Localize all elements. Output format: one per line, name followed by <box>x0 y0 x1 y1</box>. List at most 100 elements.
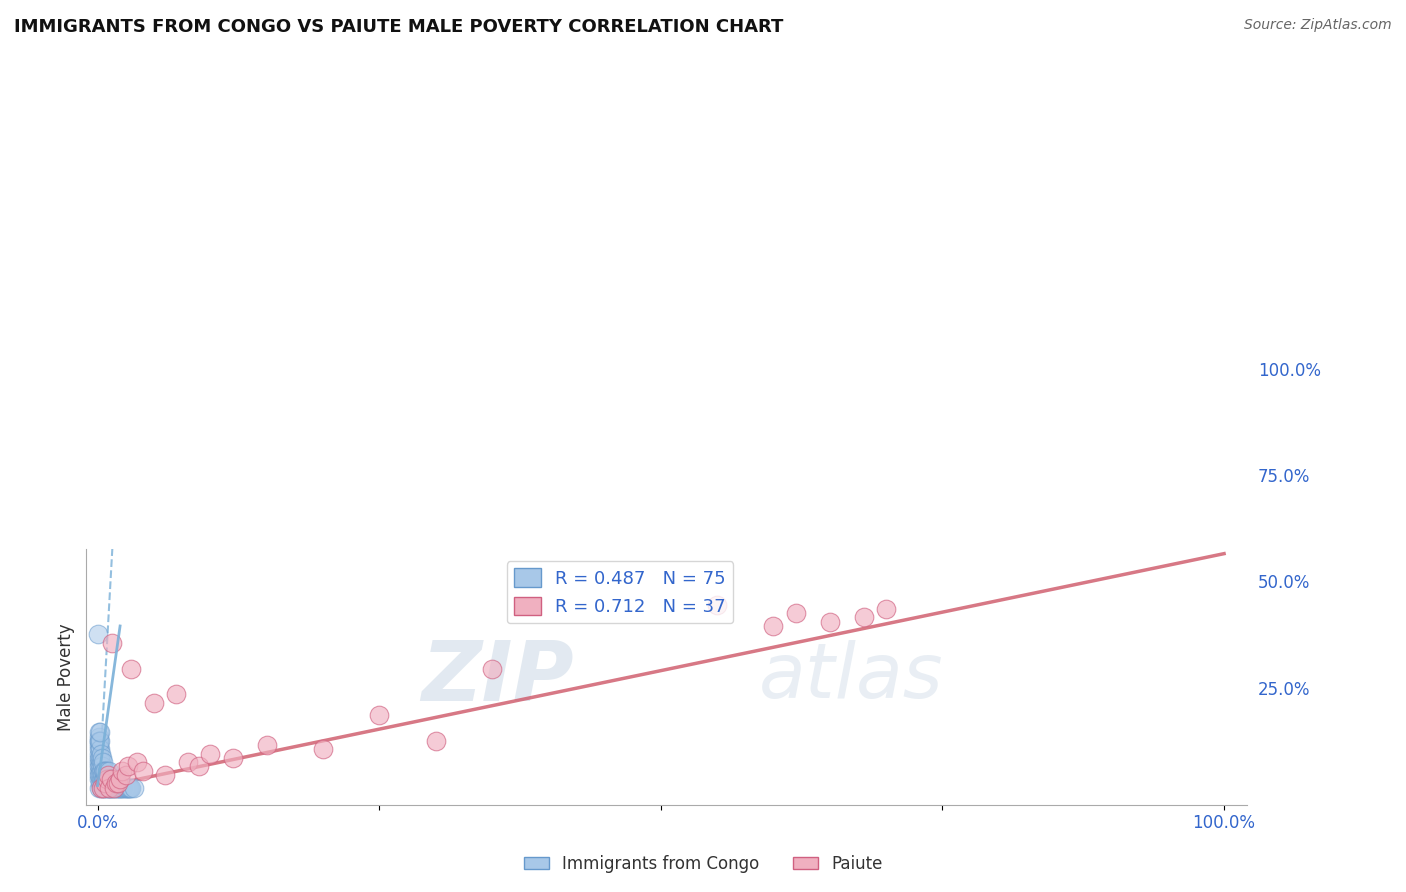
Point <box>93 764 115 778</box>
Point <box>114 768 136 782</box>
Point <box>91 780 114 795</box>
Point <box>115 780 138 795</box>
Point <box>368 708 391 723</box>
Point <box>111 764 134 778</box>
Point <box>89 768 111 782</box>
Point <box>111 780 134 795</box>
Point <box>125 755 148 769</box>
Point <box>89 734 111 748</box>
Point <box>94 764 117 778</box>
Point <box>120 780 142 795</box>
Point <box>93 772 115 786</box>
Point <box>104 780 127 795</box>
Point <box>852 610 875 624</box>
Point <box>120 780 142 795</box>
Point <box>87 755 110 769</box>
Point <box>93 780 115 795</box>
Point <box>97 764 120 778</box>
Point <box>100 772 122 786</box>
Point <box>200 747 222 761</box>
Point <box>97 780 120 795</box>
Point <box>97 768 120 782</box>
Point <box>108 780 131 795</box>
Point <box>91 772 114 786</box>
Point <box>89 725 111 739</box>
Point <box>87 747 110 761</box>
Point <box>94 780 117 795</box>
Point <box>117 759 139 773</box>
Point <box>108 772 131 786</box>
Point <box>87 725 110 739</box>
Point <box>110 780 132 795</box>
Point <box>762 619 785 633</box>
Point <box>91 768 114 782</box>
Text: 50.0%: 50.0% <box>1258 574 1310 592</box>
Point <box>114 780 136 795</box>
Point <box>90 747 112 761</box>
Point <box>96 764 118 778</box>
Point <box>89 759 111 773</box>
Point <box>104 772 127 786</box>
Point <box>91 776 114 790</box>
Point <box>706 598 728 612</box>
Point <box>101 780 124 795</box>
Point <box>90 780 112 795</box>
Point <box>90 772 112 786</box>
Point <box>256 738 278 752</box>
Point <box>90 755 112 769</box>
Point <box>89 768 111 782</box>
Point <box>100 780 122 795</box>
Point <box>103 780 125 795</box>
Point <box>87 734 110 748</box>
Point <box>117 780 139 795</box>
Point <box>91 759 114 773</box>
Point <box>104 776 127 790</box>
Point <box>101 636 124 650</box>
Point <box>96 772 118 786</box>
Legend: R = 0.487   N = 75, R = 0.712   N = 37: R = 0.487 N = 75, R = 0.712 N = 37 <box>506 561 734 624</box>
Point <box>87 780 110 795</box>
Point <box>108 780 131 795</box>
Point <box>131 764 153 778</box>
Point <box>87 751 110 765</box>
Point <box>818 615 841 629</box>
Text: IMMIGRANTS FROM CONGO VS PAIUTE MALE POVERTY CORRELATION CHART: IMMIGRANTS FROM CONGO VS PAIUTE MALE POV… <box>14 18 783 36</box>
Point <box>89 734 111 748</box>
Point <box>481 661 503 675</box>
Point <box>96 772 118 786</box>
Text: 75.0%: 75.0% <box>1258 468 1310 486</box>
Point <box>222 751 245 765</box>
Point <box>91 755 114 769</box>
Point <box>118 780 141 795</box>
Point <box>90 764 112 778</box>
Point <box>97 780 120 795</box>
Point <box>107 776 129 790</box>
Point <box>89 742 111 756</box>
Text: Source: ZipAtlas.com: Source: ZipAtlas.com <box>1244 18 1392 32</box>
Point <box>1213 364 1236 378</box>
Point <box>94 772 117 786</box>
Point <box>103 772 125 786</box>
Point <box>103 780 125 795</box>
Point <box>97 772 120 786</box>
Point <box>187 759 209 773</box>
Point <box>785 606 807 620</box>
Point <box>101 772 124 786</box>
Point <box>97 780 120 795</box>
Text: ZIP: ZIP <box>420 637 574 717</box>
Point <box>91 764 114 778</box>
Point <box>114 780 136 795</box>
Point <box>107 780 129 795</box>
Point <box>142 696 165 710</box>
Point <box>91 780 114 795</box>
Point <box>105 780 128 795</box>
Point <box>112 780 135 795</box>
Point <box>91 751 114 765</box>
Point <box>87 738 110 752</box>
Point <box>165 687 187 701</box>
Point <box>103 780 125 795</box>
Text: 25.0%: 25.0% <box>1258 681 1310 698</box>
Point <box>87 759 110 773</box>
Point <box>122 780 145 795</box>
Point <box>312 742 335 756</box>
